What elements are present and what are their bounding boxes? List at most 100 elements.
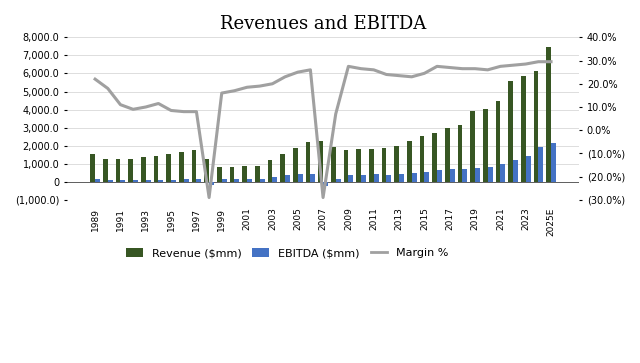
Bar bbox=[166, 154, 171, 182]
Bar bbox=[488, 167, 493, 182]
Margin % bbox=[471, 66, 479, 71]
Margin % bbox=[256, 84, 264, 88]
Bar bbox=[184, 179, 189, 182]
Bar bbox=[546, 48, 551, 182]
Bar bbox=[458, 125, 462, 182]
Bar bbox=[369, 149, 374, 182]
Margin % bbox=[420, 71, 428, 76]
Bar bbox=[323, 182, 328, 186]
Margin % bbox=[332, 112, 340, 116]
Margin % bbox=[446, 65, 454, 70]
Bar bbox=[280, 154, 285, 182]
Margin % bbox=[193, 110, 200, 114]
Margin % bbox=[383, 72, 390, 77]
Bar bbox=[221, 179, 227, 182]
Margin % bbox=[357, 66, 365, 71]
Bar bbox=[209, 182, 214, 185]
Bar bbox=[394, 146, 399, 182]
Line: Margin %: Margin % bbox=[95, 62, 551, 197]
Bar bbox=[525, 156, 531, 182]
Bar bbox=[356, 149, 361, 182]
Bar bbox=[120, 180, 125, 182]
Bar bbox=[128, 159, 133, 182]
Bar bbox=[146, 180, 150, 182]
Bar bbox=[387, 175, 391, 182]
Bar bbox=[133, 180, 138, 182]
Bar bbox=[191, 150, 196, 182]
Bar bbox=[318, 140, 323, 182]
Margin % bbox=[129, 107, 137, 111]
Bar bbox=[310, 174, 316, 182]
Margin % bbox=[155, 101, 163, 106]
Bar bbox=[108, 180, 113, 182]
Bar bbox=[116, 159, 120, 182]
Margin % bbox=[104, 86, 111, 91]
Bar bbox=[470, 111, 475, 182]
Bar bbox=[412, 174, 417, 182]
Bar bbox=[243, 166, 247, 182]
Margin % bbox=[230, 89, 238, 93]
Bar bbox=[260, 179, 264, 182]
Bar bbox=[196, 179, 201, 182]
Bar bbox=[432, 133, 437, 182]
Bar bbox=[381, 148, 387, 182]
Margin % bbox=[408, 75, 415, 79]
Margin % bbox=[433, 64, 441, 69]
Margin % bbox=[180, 110, 188, 114]
Bar bbox=[495, 101, 500, 182]
Margin % bbox=[484, 68, 492, 72]
Margin % bbox=[497, 64, 504, 69]
Bar bbox=[521, 76, 525, 182]
Margin % bbox=[458, 66, 466, 71]
Margin % bbox=[92, 77, 99, 81]
Bar bbox=[217, 167, 221, 182]
Bar bbox=[230, 167, 234, 182]
Bar bbox=[534, 71, 538, 182]
Bar bbox=[437, 170, 442, 182]
Bar bbox=[154, 156, 159, 182]
Bar bbox=[331, 147, 336, 182]
Bar bbox=[508, 81, 513, 182]
Margin % bbox=[269, 82, 276, 86]
Bar bbox=[424, 172, 429, 182]
Bar bbox=[513, 160, 518, 182]
Margin % bbox=[547, 60, 555, 64]
Bar bbox=[159, 180, 163, 182]
Margin % bbox=[116, 102, 124, 107]
Bar bbox=[273, 178, 277, 182]
Bar bbox=[500, 164, 505, 182]
Margin % bbox=[319, 195, 327, 200]
Bar bbox=[344, 150, 348, 182]
Bar bbox=[483, 109, 488, 182]
Margin % bbox=[370, 68, 378, 72]
Bar bbox=[247, 179, 252, 182]
Bar bbox=[298, 174, 303, 182]
Bar bbox=[171, 180, 176, 182]
Margin % bbox=[218, 91, 225, 95]
Bar bbox=[420, 135, 424, 182]
Margin % bbox=[167, 108, 175, 113]
Margin % bbox=[344, 64, 352, 69]
Bar bbox=[399, 174, 404, 182]
Margin % bbox=[281, 75, 289, 79]
Bar bbox=[90, 154, 95, 182]
Margin % bbox=[307, 68, 314, 72]
Margin % bbox=[522, 62, 529, 66]
Legend: Revenue ($mm), EBITDA ($mm), Margin %: Revenue ($mm), EBITDA ($mm), Margin % bbox=[122, 243, 453, 262]
Bar bbox=[234, 179, 239, 182]
Bar bbox=[445, 128, 450, 182]
Margin % bbox=[243, 85, 251, 89]
Bar bbox=[103, 159, 108, 182]
Margin % bbox=[142, 105, 150, 109]
Bar bbox=[374, 174, 378, 182]
Bar bbox=[450, 169, 454, 182]
Bar bbox=[462, 169, 467, 182]
Bar bbox=[336, 179, 340, 182]
Bar bbox=[255, 166, 260, 182]
Bar bbox=[268, 160, 273, 182]
Bar bbox=[204, 159, 209, 182]
Margin % bbox=[294, 70, 301, 74]
Bar bbox=[348, 175, 353, 182]
Bar bbox=[538, 147, 543, 182]
Bar bbox=[475, 168, 480, 182]
